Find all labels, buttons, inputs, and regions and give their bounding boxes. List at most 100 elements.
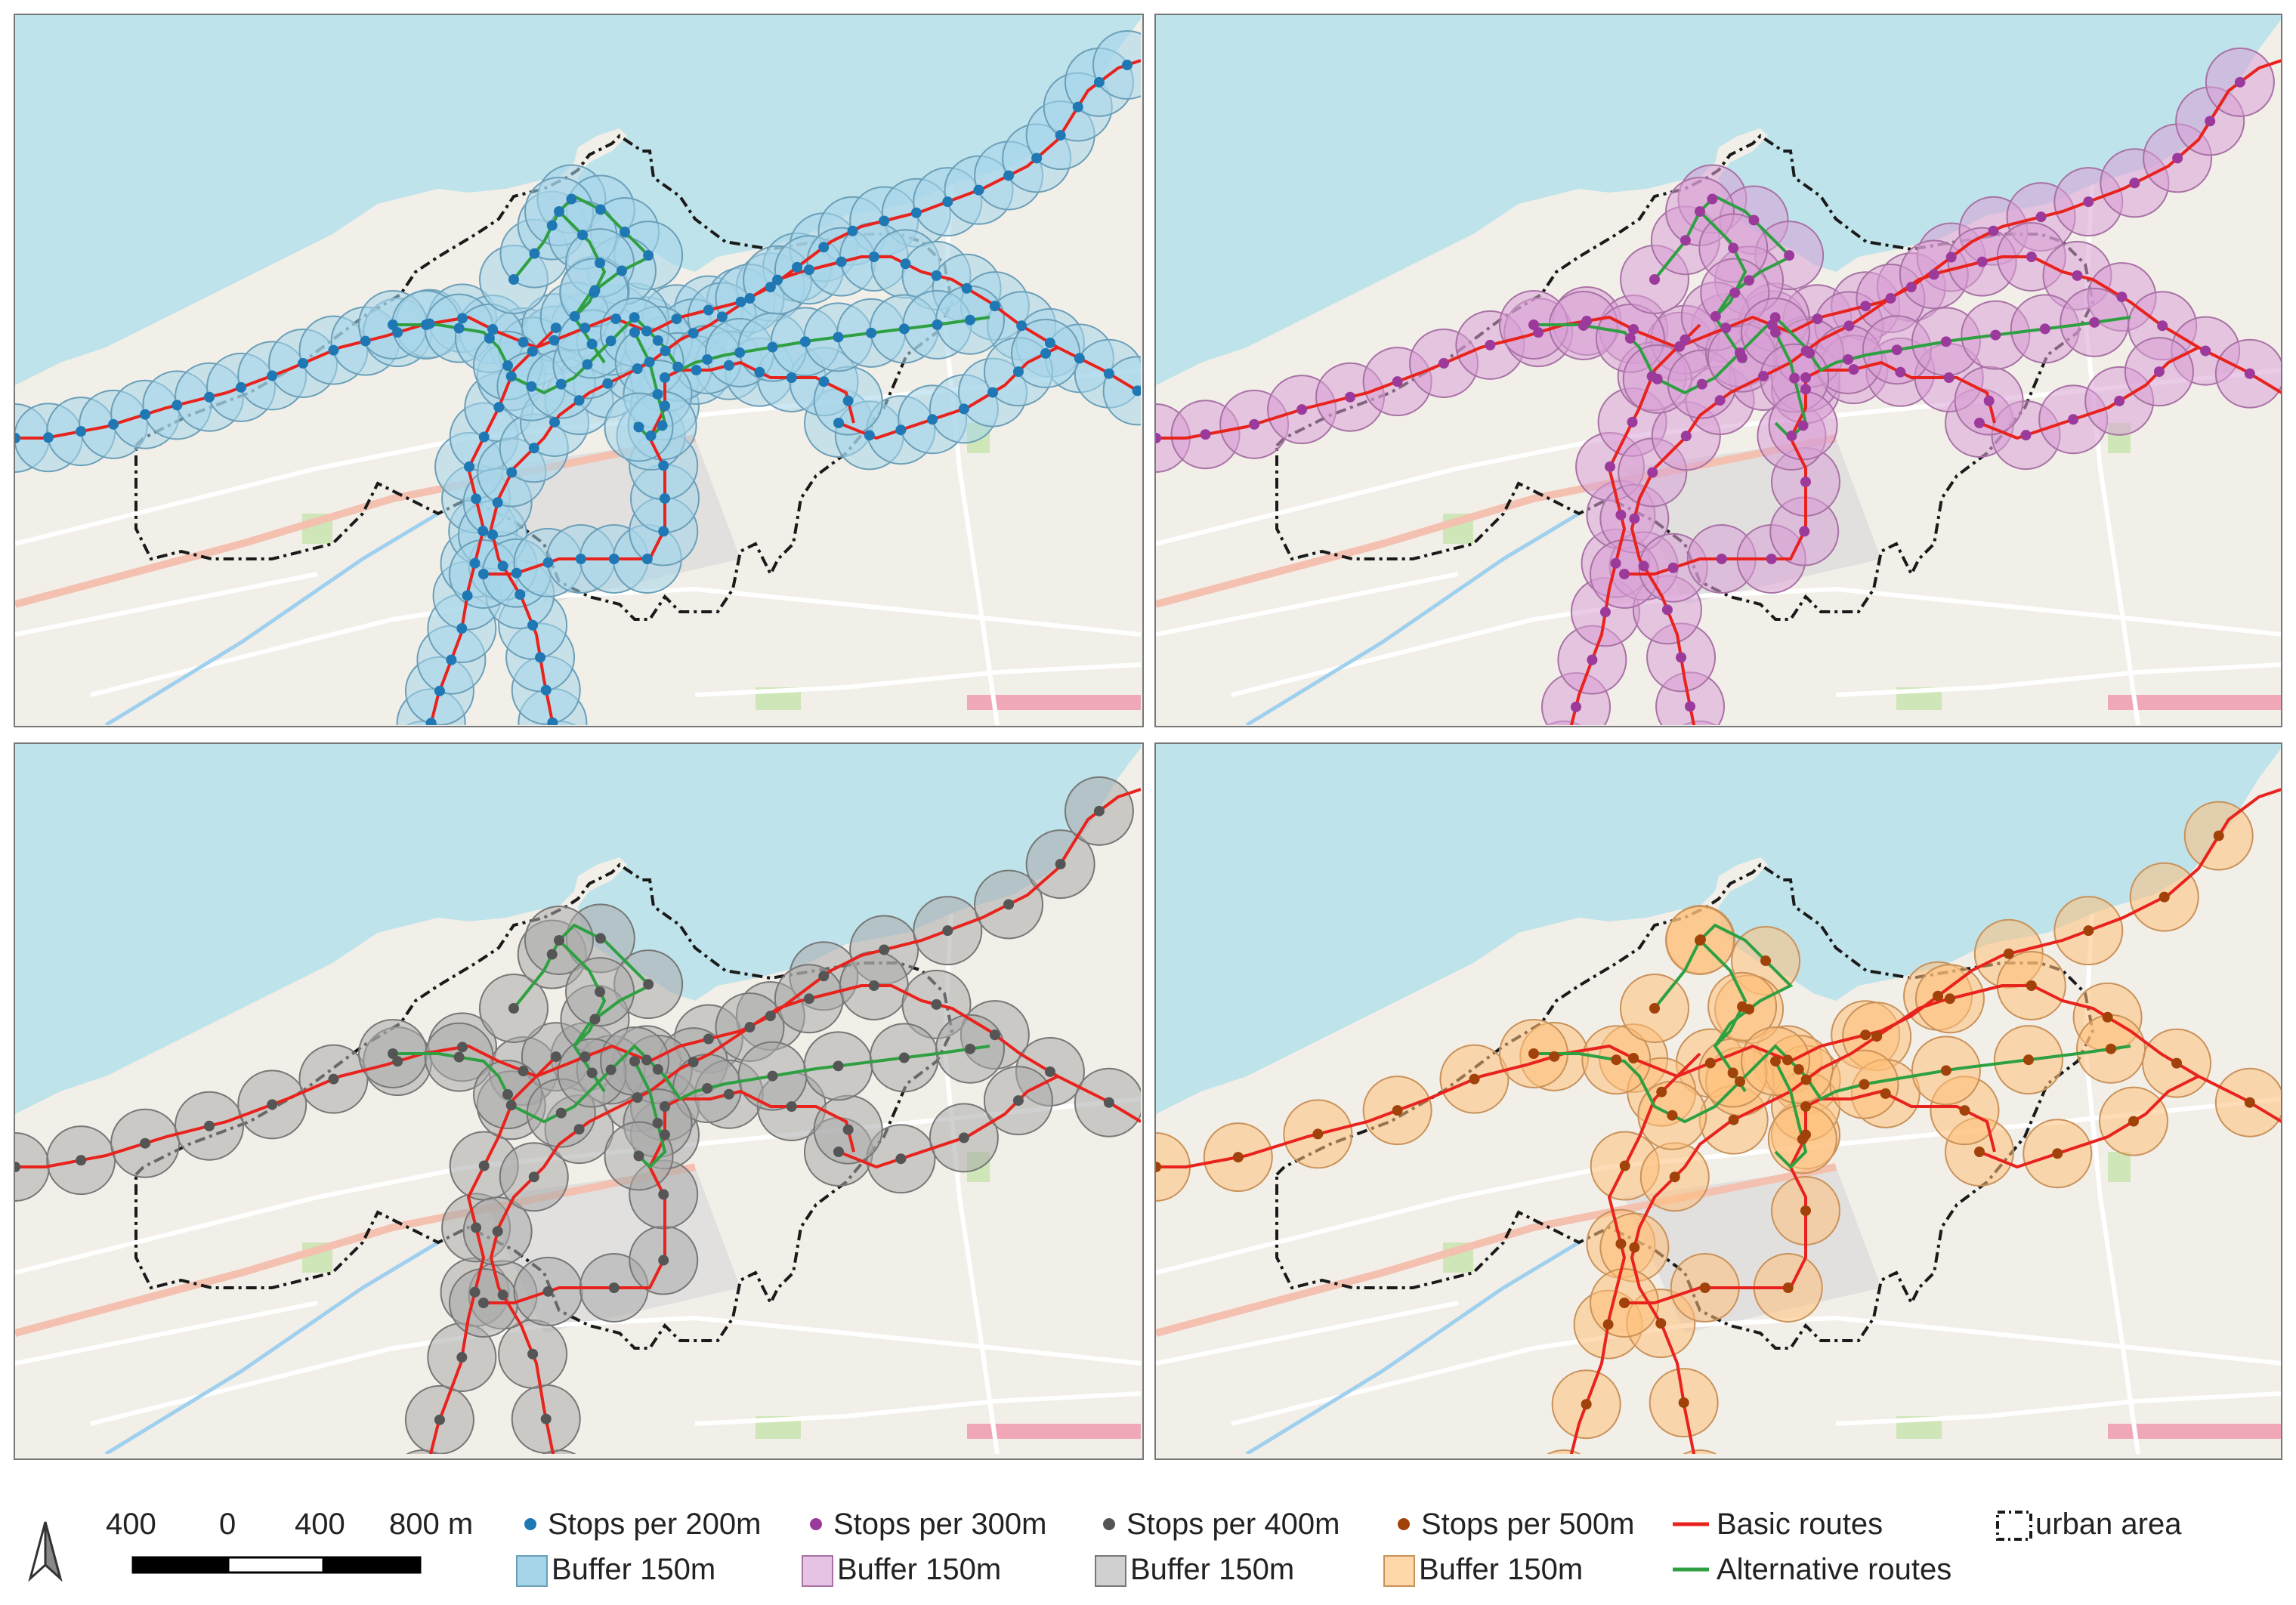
bus-stop-point [723,1088,734,1100]
bus-stop-point [942,925,953,937]
buffer-500m-symbol [1383,1555,1415,1587]
bus-stop-point [1528,1048,1539,1059]
legend-alternative-routes: Alternative routes [1717,1553,1952,1586]
bus-stop-point [1727,1067,1738,1079]
bus-stop-point [1571,701,1582,712]
stop-300m-symbol [810,1518,822,1530]
highway-line [15,434,696,608]
basic-route [664,1089,855,1153]
bus-stop-point [527,1348,539,1360]
bus-stop-point [1804,347,1815,359]
bus-stop-point [879,215,890,227]
bus-stop-point [1983,395,1995,406]
bus-stop-point [469,1286,481,1298]
alternative-route [1698,210,1747,319]
bus-stop-point [602,378,613,389]
park-area [2108,1152,2131,1182]
bus-stop-point [573,1124,585,1135]
buffer-400m-symbol [1095,1555,1126,1587]
bus-stop-point [1678,1397,1689,1409]
bus-stop-point [42,432,54,443]
bus-stop-point [660,1129,670,1140]
bus-stop-point [703,1033,714,1045]
bus-stop-point [1602,1319,1614,1330]
bus-stop-point [1940,336,1951,347]
bus-stop-point [595,204,606,215]
bus-stop-point [508,1003,519,1014]
bus-stop-point [1800,384,1811,395]
bus-stop-point [965,1043,976,1054]
bus-stop-point [786,1101,797,1112]
bus-stop-point [2068,414,2079,425]
bus-stop-point [1628,1053,1639,1064]
scalebar-label-400-right: 400 [295,1508,345,1541]
bus-stop-point [502,1089,514,1100]
bus-stop-point [1880,1088,1891,1099]
bus-stop-point [554,935,564,946]
bus-stop-point [1728,1114,1739,1125]
bus-stop-point [1885,293,1896,304]
bus-stop-point [2172,153,2183,164]
bus-stop-point [549,335,560,346]
bus-stop-point [616,265,627,276]
bus-stop-point [1629,513,1640,524]
bus-stop-point [1789,372,1800,384]
bus-stop-point [765,1011,776,1022]
bus-stop-point [1800,1074,1812,1085]
bus-stop-point [864,430,875,441]
sea-area [1156,15,2281,385]
bus-stop-point [633,421,644,433]
bus-stop-point [1619,1160,1630,1171]
bus-stop-point [579,1051,591,1063]
bus-stop-point [1296,404,1308,415]
bus-stop-point [392,327,403,338]
urban-area-symbol [1996,1511,2032,1541]
bus-stop-point [108,418,119,430]
map-panel-stops-400m [14,742,1144,1460]
bus-stop-point [898,1052,910,1063]
bus-stop-point [497,1289,508,1301]
bus-stop-point [973,184,984,196]
bus-stop-point [629,1056,640,1066]
bus-stop-point [471,1222,482,1233]
basic-route [15,788,1141,1168]
bus-stop-point [958,1132,969,1144]
bus-stop-point [818,242,830,253]
road-line [1231,586,2281,697]
railway-yard [967,695,1141,710]
bus-stop-point [608,1282,620,1293]
bus-stop-point [492,497,503,508]
bus-stop-point [660,345,671,356]
road-line [694,662,1141,697]
bus-stop-point [1031,153,1043,164]
bus-stop-point [660,492,670,504]
bus-stop-point [505,371,517,382]
bus-stop-point [1003,170,1015,181]
bus-stop-point [2106,1043,2117,1054]
bus-stop-point [595,986,606,998]
bus-stop-point [575,554,586,564]
basic-route [1979,1075,2199,1169]
bus-stop-point [569,310,580,322]
bus-stop-point [1769,312,1781,323]
bus-stop-point [421,319,431,330]
bus-stop-point [641,554,653,564]
bus-stop-point [2114,395,2125,406]
bus-stop-point [1074,353,1085,364]
bus-stop-point [2083,196,2094,208]
bus-stop-point [786,372,797,383]
basic-route [489,984,1141,1454]
bus-stop-point [932,319,943,330]
bus-stop-point [1714,395,1726,406]
bus-stop-point [989,301,1000,312]
bus-stop-point [1581,1399,1592,1410]
bus-stop-point [1438,357,1450,369]
legend-buffer-200m: Buffer 150m [552,1553,716,1586]
sea-area [15,744,1141,1114]
bus-stop-point [868,980,879,991]
bus-stop-point [456,1042,468,1053]
bus-stop-point [1944,993,1955,1005]
bus-stop-point [1003,899,1015,910]
bus-stop-point [477,526,489,537]
bus-stop-point [610,313,622,325]
